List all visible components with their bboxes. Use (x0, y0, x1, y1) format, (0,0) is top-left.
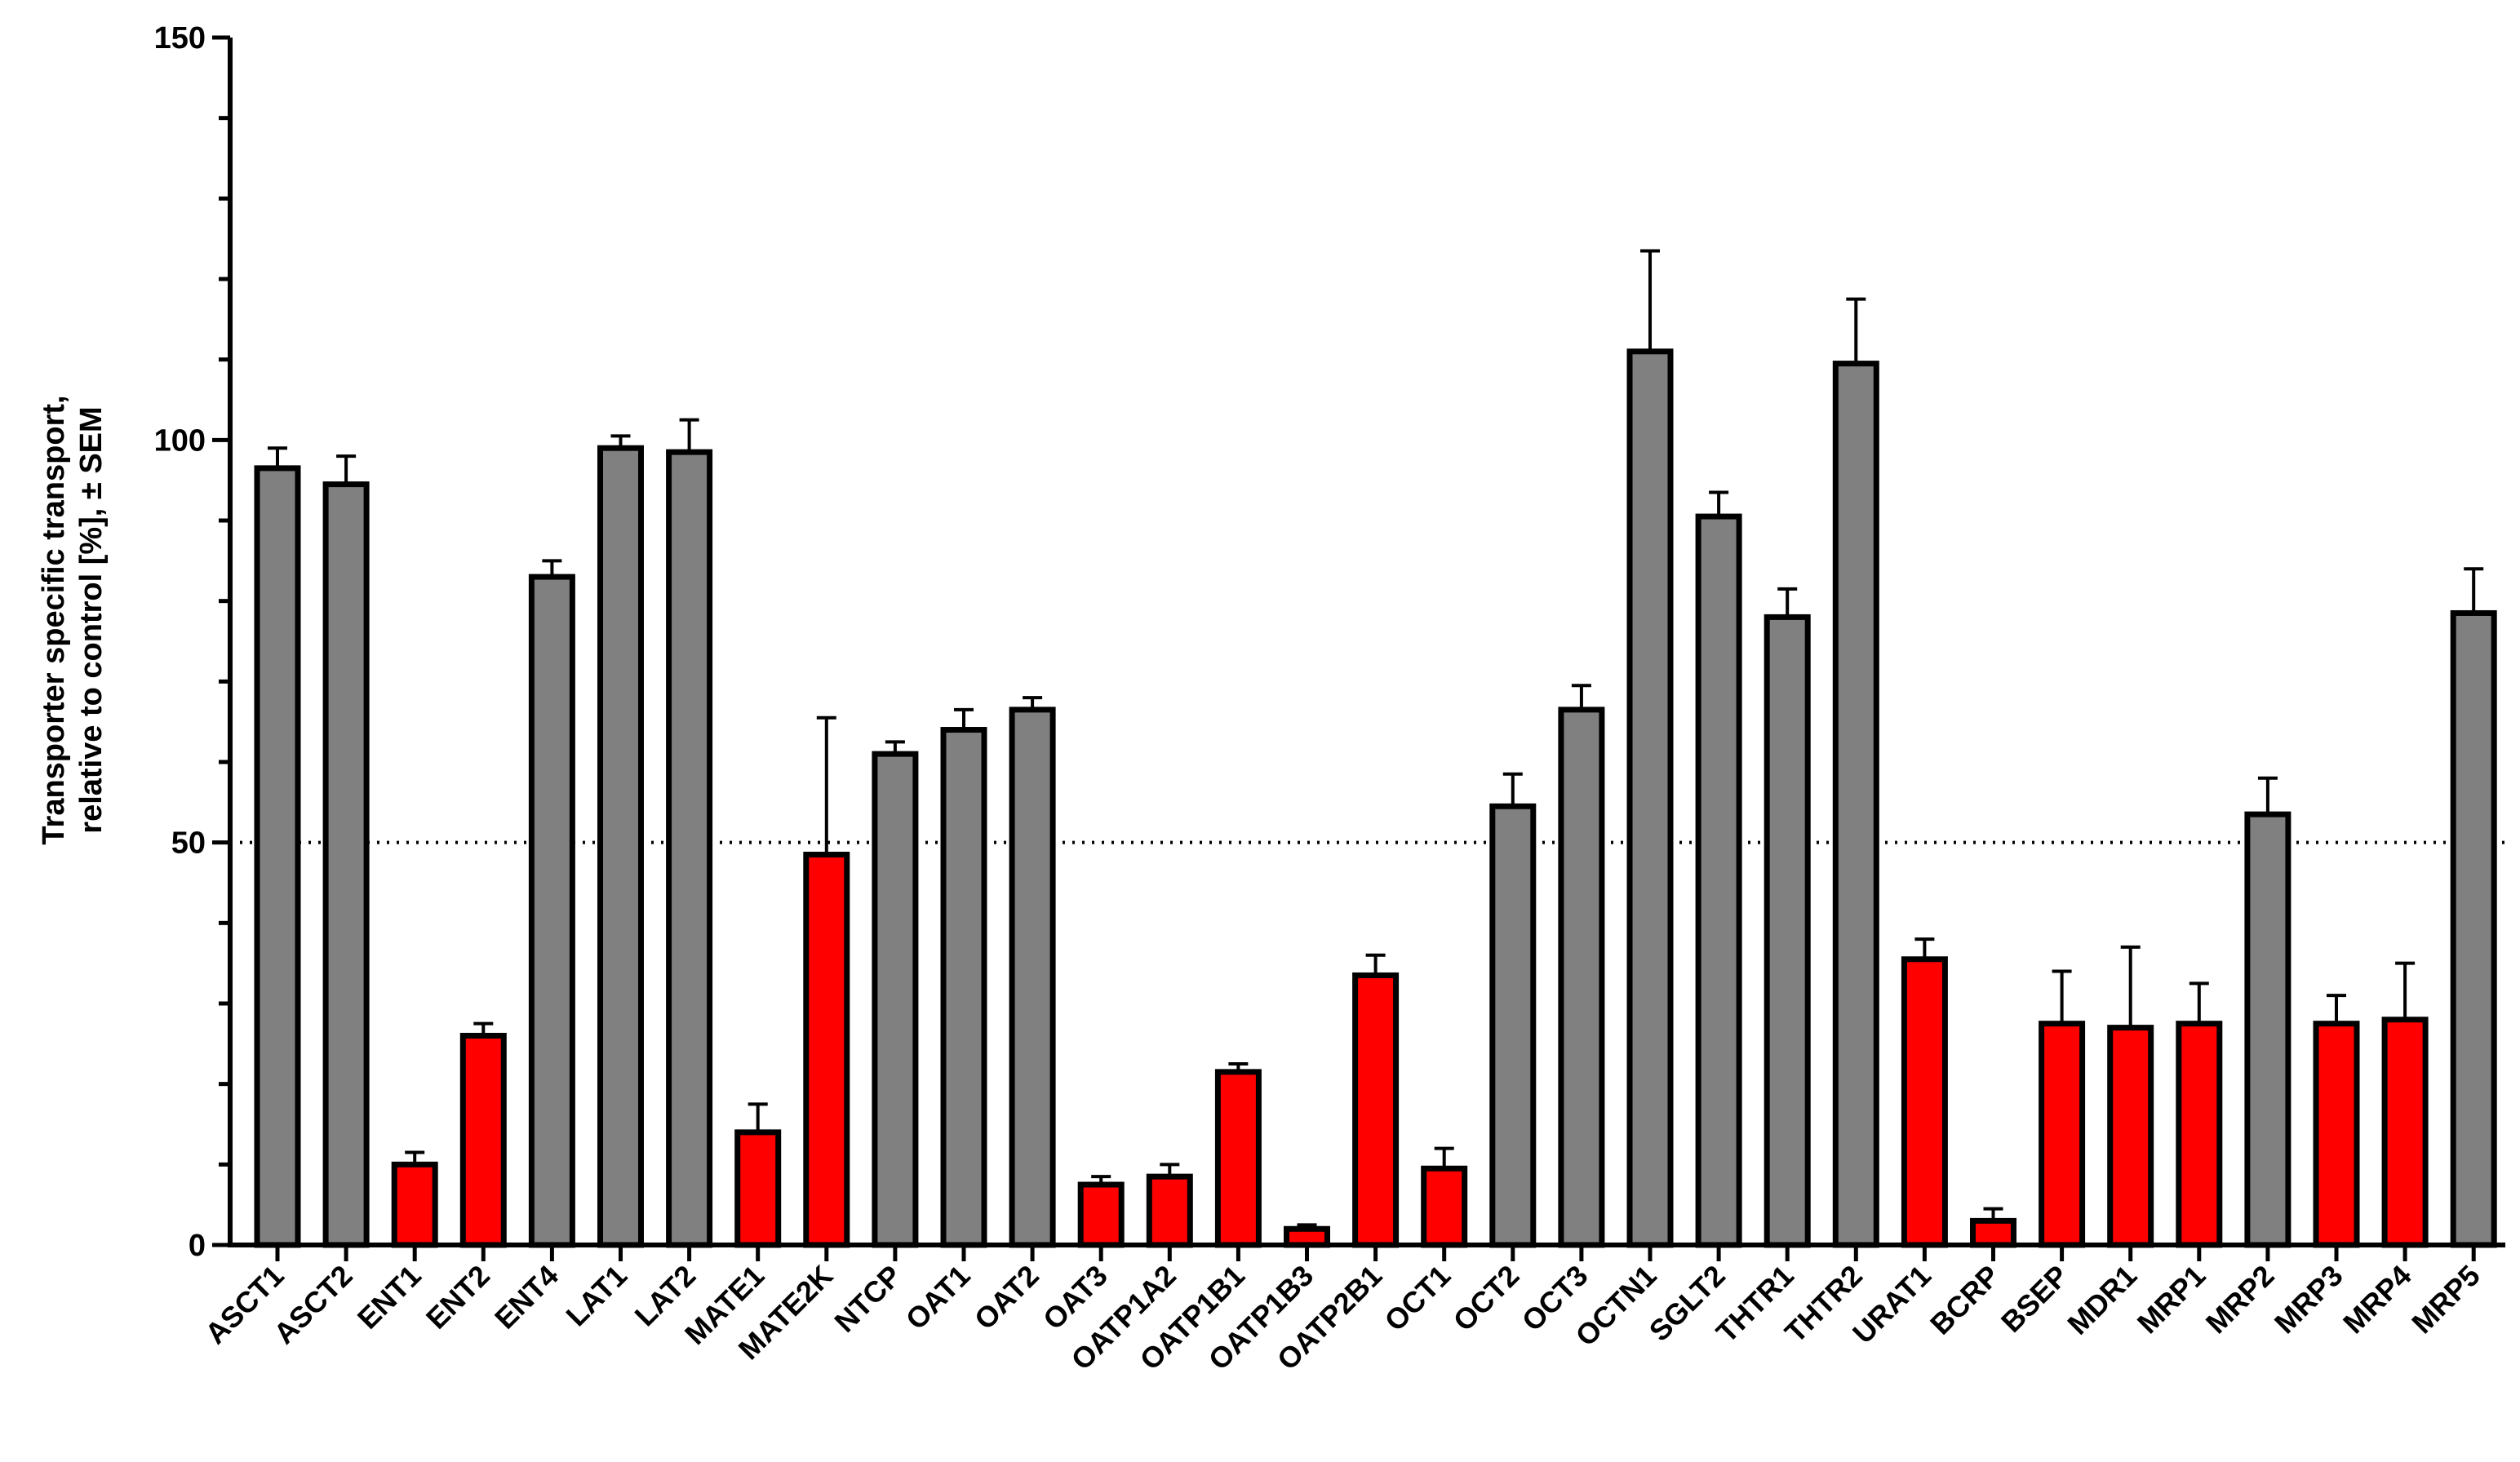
bar-oct2 (1489, 803, 1537, 1248)
bar-group-lat2 (666, 418, 713, 1248)
bar-group-thtr2 (1832, 297, 1879, 1248)
y-axis-label-line-1: Transporter specific transport, (37, 395, 71, 844)
x-tick-label-oct1: OCT1 (1378, 1259, 1457, 1338)
bar-group-oat1 (940, 707, 987, 1248)
bar-oat2 (1009, 707, 1056, 1248)
bar-group-ntcp (872, 740, 919, 1248)
bar-mate1 (734, 1129, 782, 1248)
bar-mrp1 (2176, 1021, 2223, 1248)
bar-group-asct1 (254, 446, 301, 1248)
x-tick-label-mrp2: MRP2 (2199, 1259, 2281, 1340)
x-tick-label-mrp5: MRP5 (2405, 1259, 2487, 1340)
bar-ent4 (528, 574, 575, 1248)
x-tick-label-ent4: ENT4 (488, 1259, 565, 1336)
bar-ent1 (391, 1161, 438, 1248)
x-tick-label-mrp4: MRP4 (2336, 1259, 2418, 1340)
bar-group-bcrp (1970, 1207, 2016, 1248)
bar-group-oatp1b1 (1214, 1062, 1262, 1248)
bar-oatp1a2 (1146, 1173, 1193, 1248)
bar-group-mate1 (734, 1102, 782, 1248)
bar-group-oatp2b1 (1352, 953, 1400, 1248)
bar-thtr2 (1832, 361, 1879, 1248)
bar-group-mate2k (803, 715, 850, 1248)
x-tick-label-mdr1: MDR1 (2061, 1259, 2143, 1341)
bar-group-lat1 (597, 434, 644, 1248)
bar-group-urat1 (1901, 937, 1948, 1248)
bar-bsep (2039, 1021, 2086, 1248)
bar-group-mrp2 (2244, 776, 2292, 1248)
bar-oat3 (1077, 1181, 1125, 1248)
x-tick-label-bcrp: BCRP (1923, 1259, 2006, 1341)
x-tick-label-oct2: OCT2 (1447, 1259, 1526, 1338)
bar-group-oct2 (1489, 772, 1537, 1248)
bar-group-oatp1a2 (1146, 1163, 1193, 1248)
x-tick-label-lat1: LAT1 (559, 1259, 633, 1333)
bar-urat1 (1901, 956, 1948, 1248)
y-axis-label: Transporter specific transport, relative… (37, 395, 109, 844)
bar-group-mrp4 (2381, 961, 2429, 1248)
bar-mrp5 (2450, 609, 2497, 1248)
bar-group-thtr1 (1764, 587, 1811, 1248)
bar-lat1 (597, 445, 644, 1248)
y-tick-label-0: 0 (189, 1229, 206, 1263)
x-tick-label-oat1: OAT1 (899, 1259, 977, 1336)
bar-mdr1 (2107, 1025, 2154, 1248)
bar-group-mdr1 (2107, 945, 2154, 1248)
bar-group-bsep (2039, 969, 2086, 1248)
bar-group-ent4 (528, 559, 575, 1248)
bar-asct2 (322, 481, 370, 1248)
bar-oct1 (1421, 1165, 1468, 1248)
bar-group-mrp1 (2176, 981, 2223, 1248)
bar-group-oct1 (1421, 1146, 1468, 1248)
bar-bcrp (1970, 1217, 2016, 1248)
x-tick-label-bsep: BSEP (1994, 1259, 2074, 1339)
x-tick-label-mrp3: MRP3 (2268, 1259, 2349, 1340)
bar-thtr1 (1764, 614, 1811, 1248)
bar-group-ent2 (459, 1021, 507, 1248)
bar-ent2 (459, 1032, 507, 1248)
x-tick-label-oat2: OAT2 (968, 1259, 1045, 1336)
bar-oatp2b1 (1352, 972, 1400, 1248)
bar-group-oat3 (1077, 1175, 1125, 1248)
bar-group-mrp5 (2450, 567, 2497, 1248)
x-tick-label-urat1: URAT1 (1846, 1259, 1937, 1350)
bar-mrp3 (2313, 1021, 2360, 1248)
x-tick-label-thtr1: THTR1 (1710, 1259, 1800, 1349)
x-tick-label-mrp1: MRP1 (2131, 1259, 2212, 1340)
y-tick-label-50: 50 (171, 826, 206, 861)
bar-group-asct2 (322, 454, 370, 1248)
y-tick-label-100: 100 (154, 423, 206, 458)
bar-sglt2 (1695, 513, 1742, 1248)
x-tick-label-asct2: ASCT2 (267, 1259, 358, 1350)
bar-group-sglt2 (1695, 490, 1742, 1248)
bar-oct3 (1558, 707, 1605, 1248)
bar-oatp1b1 (1214, 1069, 1262, 1248)
bar-asct1 (254, 465, 301, 1248)
bar-group-oct3 (1558, 684, 1605, 1248)
bar-lat2 (666, 449, 713, 1248)
bar-group-octn1 (1626, 249, 1674, 1248)
bar-oat1 (940, 727, 987, 1248)
bar-mate2k (803, 851, 850, 1248)
bar-group-ent1 (391, 1150, 438, 1248)
bar-group-oatp1b3 (1284, 1223, 1330, 1248)
bar-mrp2 (2244, 811, 2292, 1248)
x-tick-label-ent2: ENT2 (419, 1259, 496, 1336)
bar-ntcp (872, 751, 919, 1248)
bar-group-mrp3 (2313, 994, 2360, 1248)
bar-group-oat2 (1009, 696, 1056, 1248)
bar-mrp4 (2381, 1017, 2429, 1248)
x-tick-label-ntcp: NTCP (827, 1259, 907, 1339)
y-axis-label-line-2: relative to control [%], ± SEM (74, 406, 109, 833)
x-tick-label-ent1: ENT1 (351, 1259, 428, 1336)
bar-octn1 (1626, 348, 1674, 1248)
y-tick-label-150: 150 (154, 21, 206, 55)
